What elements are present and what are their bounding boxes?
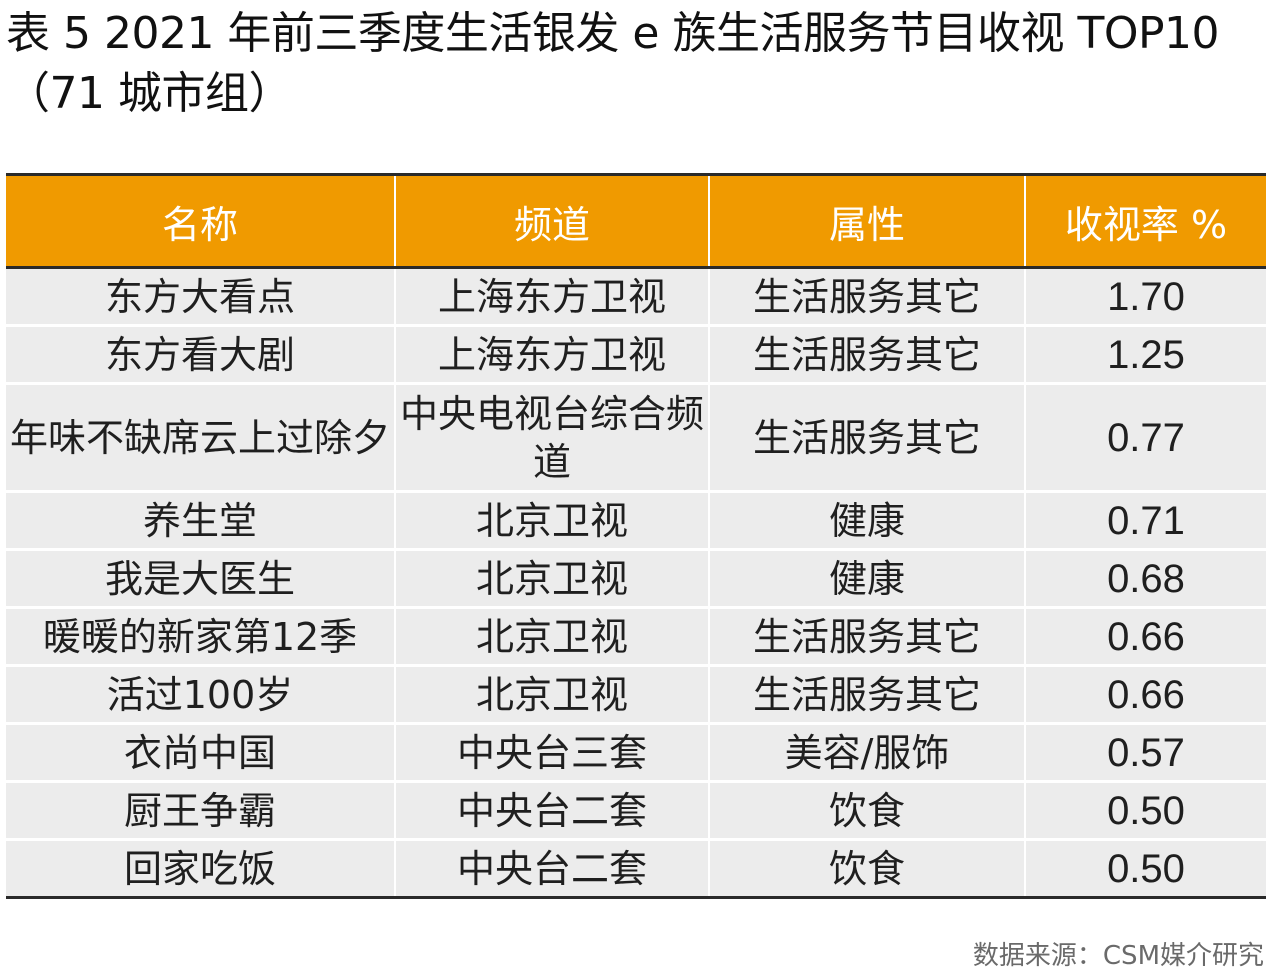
cell-category: 健康 xyxy=(708,549,1026,609)
cell-name: 衣尚中国 xyxy=(6,723,396,783)
table-row: 我是大医生 北京卫视 健康 0.68 xyxy=(6,549,1266,609)
ratings-table: 名称 频道 属性 收视率 % 东方大看点 上海东方卫视 生活服务其它 1.70 … xyxy=(6,173,1266,899)
cell-channel: 北京卫视 xyxy=(394,549,710,609)
cell-category: 饮食 xyxy=(708,781,1026,841)
cell-rating: 0.50 xyxy=(1024,839,1266,899)
cell-rating: 1.25 xyxy=(1024,325,1266,385)
cell-name: 东方看大剧 xyxy=(6,325,396,385)
cell-name: 东方大看点 xyxy=(6,267,396,327)
cell-channel: 北京卫视 xyxy=(394,665,710,725)
cell-category: 生活服务其它 xyxy=(708,383,1026,493)
header-name: 名称 xyxy=(6,173,396,269)
table-row: 年味不缺席云上过除夕 中央电视台综合频道 生活服务其它 0.77 xyxy=(6,383,1266,493)
table-row: 东方大看点 上海东方卫视 生活服务其它 1.70 xyxy=(6,267,1266,327)
cell-channel: 北京卫视 xyxy=(394,491,710,551)
cell-category: 生活服务其它 xyxy=(708,665,1026,725)
ratings-table-container: 名称 频道 属性 收视率 % 东方大看点 上海东方卫视 生活服务其它 1.70 … xyxy=(6,173,1266,899)
header-rating: 收视率 % xyxy=(1024,173,1266,269)
cell-channel: 中央台三套 xyxy=(394,723,710,783)
cell-rating: 0.66 xyxy=(1024,665,1266,725)
cell-rating: 0.71 xyxy=(1024,491,1266,551)
cell-category: 健康 xyxy=(708,491,1026,551)
cell-rating: 0.66 xyxy=(1024,607,1266,667)
cell-rating: 0.77 xyxy=(1024,383,1266,493)
table-header-row: 名称 频道 属性 收视率 % xyxy=(6,173,1266,269)
table-row: 东方看大剧 上海东方卫视 生活服务其它 1.25 xyxy=(6,325,1266,385)
table-row: 衣尚中国 中央台三套 美容/服饰 0.57 xyxy=(6,723,1266,783)
cell-rating: 0.50 xyxy=(1024,781,1266,841)
cell-channel: 中央台二套 xyxy=(394,781,710,841)
cell-channel: 北京卫视 xyxy=(394,607,710,667)
cell-category: 饮食 xyxy=(708,839,1026,899)
cell-category: 美容/服饰 xyxy=(708,723,1026,783)
data-source-note: 数据来源：CSM媒介研究 xyxy=(972,941,1264,971)
cell-name: 我是大医生 xyxy=(6,549,396,609)
table-row: 养生堂 北京卫视 健康 0.71 xyxy=(6,491,1266,551)
header-channel: 频道 xyxy=(394,173,710,269)
table-row: 暖暖的新家第12季 北京卫视 生活服务其它 0.66 xyxy=(6,607,1266,667)
table-row: 厨王争霸 中央台二套 饮食 0.50 xyxy=(6,781,1266,841)
cell-name: 年味不缺席云上过除夕 xyxy=(6,383,396,493)
table-row: 活过100岁 北京卫视 生活服务其它 0.66 xyxy=(6,665,1266,725)
header-category: 属性 xyxy=(708,173,1026,269)
cell-category: 生活服务其它 xyxy=(708,325,1026,385)
cell-name: 暖暖的新家第12季 xyxy=(6,607,396,667)
cell-rating: 0.57 xyxy=(1024,723,1266,783)
cell-name: 回家吃饭 xyxy=(6,839,396,899)
cell-name: 养生堂 xyxy=(6,491,396,551)
cell-name: 活过100岁 xyxy=(6,665,396,725)
cell-channel: 中央电视台综合频道 xyxy=(394,383,710,493)
cell-name: 厨王争霸 xyxy=(6,781,396,841)
cell-category: 生活服务其它 xyxy=(708,607,1026,667)
cell-channel: 上海东方卫视 xyxy=(394,325,710,385)
cell-category: 生活服务其它 xyxy=(708,267,1026,327)
cell-rating: 0.68 xyxy=(1024,549,1266,609)
cell-channel: 中央台二套 xyxy=(394,839,710,899)
cell-channel: 上海东方卫视 xyxy=(394,267,710,327)
table-title: 表 5 2021 年前三季度生活银发 e 族生活服务节目收视 TOP10（71 … xyxy=(6,8,1220,119)
cell-rating: 1.70 xyxy=(1024,267,1266,327)
table-row: 回家吃饭 中央台二套 饮食 0.50 xyxy=(6,839,1266,899)
